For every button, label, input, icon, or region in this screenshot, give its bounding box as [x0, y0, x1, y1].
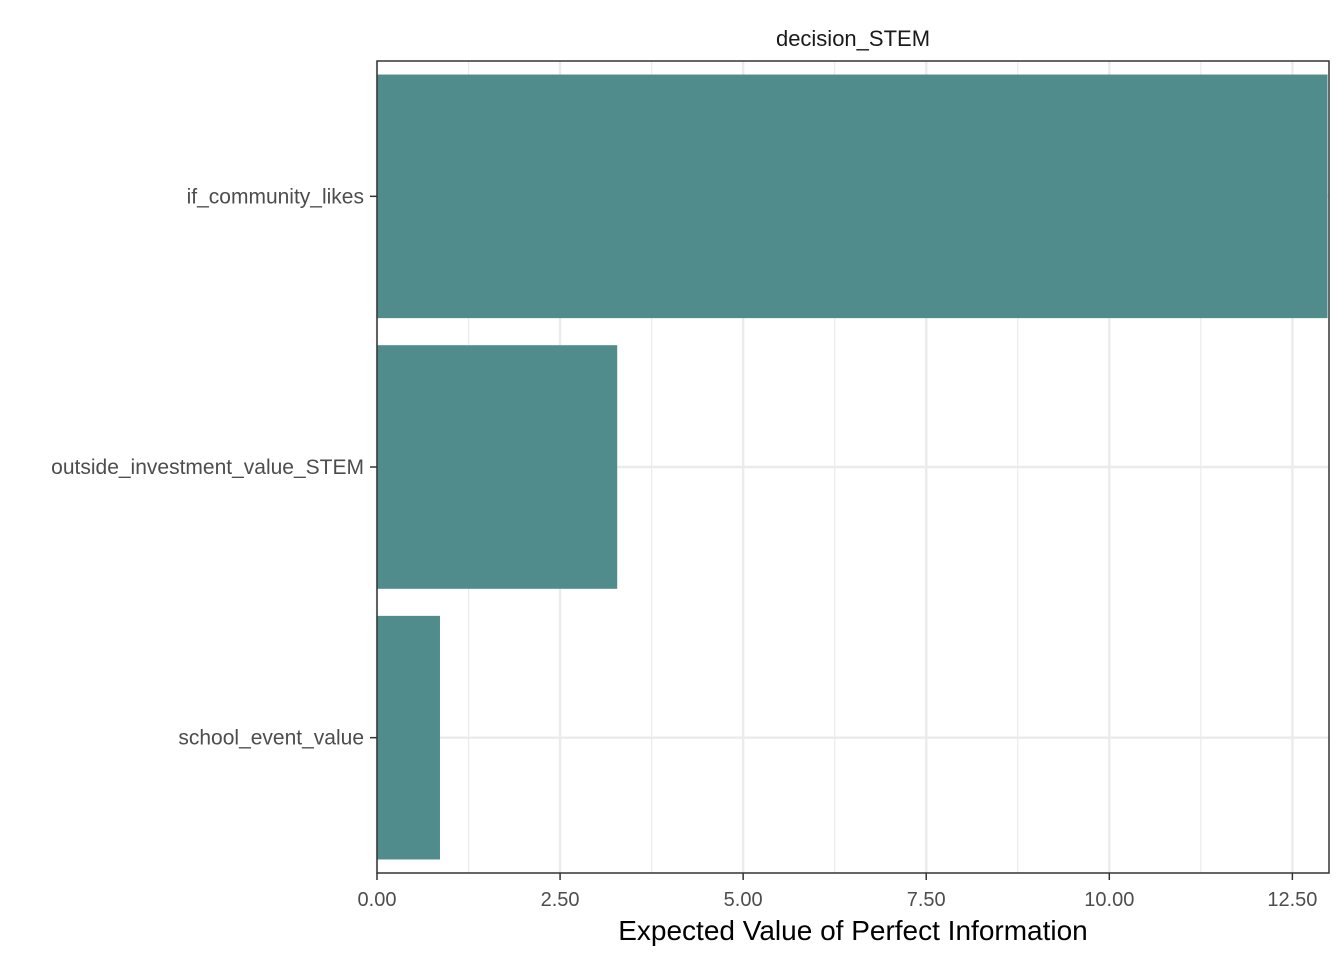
- x-tick-label: 12.50: [1267, 889, 1317, 911]
- x-tick-label: 7.50: [907, 889, 946, 911]
- y-tick-label: outside_investment_value_STEM: [51, 456, 364, 479]
- x-tick-label: 10.00: [1084, 889, 1134, 911]
- bar-if-community-likes: [377, 74, 1328, 319]
- y-tick-label: school_event_value: [178, 727, 364, 750]
- x-tick-label: 0.00: [358, 889, 397, 911]
- x-tick-label: 5.00: [724, 889, 763, 911]
- axes: 0.00 2.50 5.00 7.50 10.00 12.50 if_community_l…: [51, 185, 1317, 911]
- bar-outside-investment-value-STEM: [377, 345, 618, 589]
- x-axis-title: Expected Value of Perfect Information: [618, 915, 1088, 946]
- y-tick-label: if_community_likes: [187, 185, 364, 208]
- x-tick-label: 2.50: [541, 889, 580, 911]
- bar-school-event-value: [377, 615, 440, 860]
- facet-title: decision_STEM: [776, 26, 930, 51]
- bars: [377, 74, 1328, 860]
